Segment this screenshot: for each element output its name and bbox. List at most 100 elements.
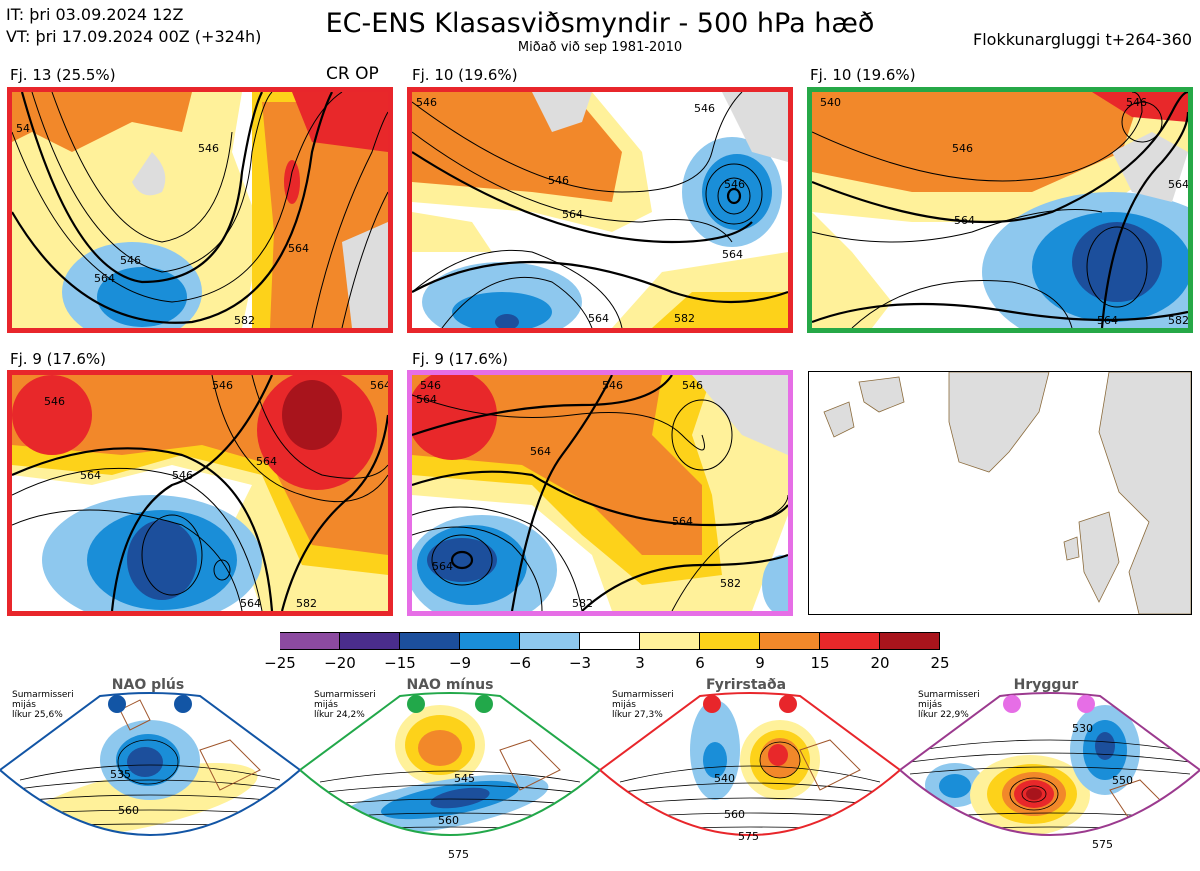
- contour-label: 546: [694, 102, 715, 115]
- anomaly-map-svg: 546 564 546 564 582 54: [12, 92, 388, 328]
- panel-label: Fj. 10 (19.6%): [810, 66, 916, 84]
- panel-label: Fj. 9 (17.6%): [10, 350, 106, 368]
- contour-label: 564: [954, 214, 975, 227]
- colorbar-tick: 25: [930, 654, 950, 672]
- contour-label: 546: [724, 178, 745, 191]
- regime-stats: Sumarmisseri mijás líkur 24,2%: [314, 690, 376, 720]
- colorbar-tick: 3: [635, 654, 645, 672]
- contour-label: 546: [120, 254, 141, 267]
- regime-map-nao-plus: 535 560: [0, 692, 300, 836]
- contour-label: 564: [562, 208, 583, 221]
- stat-line: líkur 22,9%: [918, 710, 969, 720]
- contour-label: 564: [256, 455, 277, 468]
- regime-marker-dot: [779, 695, 797, 713]
- window-label: Flokkunargluggi t+264-360: [973, 30, 1192, 49]
- regime-map-nao-minus: 545 560 575: [300, 692, 600, 861]
- contour-label: 546: [172, 469, 193, 482]
- regime-marker-dot: [1003, 695, 1021, 713]
- colorbar-cell: [640, 632, 700, 650]
- contour-label: 564: [722, 248, 743, 261]
- contour-label: 530: [1072, 722, 1093, 735]
- colorbar-tick: −20: [324, 654, 356, 672]
- contour-label: 564: [288, 242, 309, 255]
- contour-label: 560: [118, 804, 139, 817]
- contour-label: 546: [1126, 96, 1147, 109]
- contour-label: 546: [416, 96, 437, 109]
- contour-label: 535: [110, 768, 131, 781]
- contour-label: 564: [588, 312, 609, 325]
- colorbar-tick: −15: [384, 654, 416, 672]
- panel-label: Fj. 9 (17.6%): [412, 350, 508, 368]
- regime-name: NAO plús: [111, 677, 185, 693]
- contour-label: 546: [198, 142, 219, 155]
- stat-line: Sumarmisseri: [12, 690, 74, 700]
- regime-marker-dot: [1077, 695, 1095, 713]
- contour-label: 546: [682, 379, 703, 392]
- anomaly-map-svg: 546 546 564 564 564 546 582 564 582: [412, 375, 788, 611]
- contour-label: 546: [212, 379, 233, 392]
- contour-label: 564: [370, 379, 388, 392]
- base-map: [808, 371, 1192, 615]
- cluster-map-1: 546 564 546 564 582 54: [7, 87, 393, 333]
- contour-label: 582: [572, 597, 593, 610]
- contour-label: 546: [44, 395, 65, 408]
- colorbar-tick: 15: [810, 654, 830, 672]
- contour-label: 582: [1168, 314, 1188, 327]
- contour-label: 564: [416, 393, 437, 406]
- colorbar-cell: [580, 632, 640, 650]
- it-line: IT: þri 03.09.2024 12Z: [6, 5, 184, 24]
- cluster-map-3: 540 546 564 546 564 564 582: [807, 87, 1193, 333]
- colorbar-tick: −3: [568, 654, 592, 672]
- regime-stats: Sumarmisseri mijás líkur 25,6%: [12, 690, 74, 720]
- regime-marker-dot: [703, 695, 721, 713]
- contour-label: 564: [1097, 314, 1118, 327]
- contour-label: 575: [448, 848, 469, 861]
- contour-label: 540: [820, 96, 841, 109]
- colorbar-cell: [700, 632, 760, 650]
- colorbar-tick: 20: [870, 654, 890, 672]
- contour-label: 575: [1092, 838, 1113, 851]
- contour-label: 546: [602, 379, 623, 392]
- cluster-map-4: 546 546 564 564 564 546 582 564: [7, 370, 393, 616]
- colorbar-tick: −9: [448, 654, 472, 672]
- anomaly-map-svg: 546 546 564 546 564 564 582 546: [412, 92, 788, 328]
- anomaly-map-svg: 540 546 564 546 564 564 582: [812, 92, 1188, 328]
- regime-marker-dot: [407, 695, 425, 713]
- colorbar-tick: 9: [755, 654, 765, 672]
- colorbar-tick: −6: [508, 654, 532, 672]
- base-map-svg: [809, 372, 1191, 614]
- colorbar-cell: [520, 632, 580, 650]
- regime-name: Hryggur: [1013, 677, 1079, 693]
- regime-map-blocking: 540 560 575: [600, 692, 900, 843]
- contour-label: 546: [420, 379, 441, 392]
- colorbar-tick: 6: [695, 654, 705, 672]
- contour-label: 582: [234, 314, 255, 327]
- contour-label: 546: [952, 142, 973, 155]
- contour-label: 564: [240, 597, 261, 610]
- contour-label: 54: [16, 122, 30, 135]
- contour-label: 582: [720, 577, 741, 590]
- stat-line: líkur 25,6%: [12, 710, 63, 720]
- colorbar-cell: [820, 632, 880, 650]
- stat-line: Sumarmisseri: [612, 690, 674, 700]
- contour-label: 564: [672, 515, 693, 528]
- contour-label: 560: [438, 814, 459, 827]
- panel-label: Fj. 13 (25.5%): [10, 66, 116, 84]
- colorbar-cell: [340, 632, 400, 650]
- regime-stats: Sumarmisseri mijás líkur 22,9%: [918, 690, 980, 720]
- contour-label: 550: [1112, 774, 1133, 787]
- regime-name: NAO mínus: [406, 677, 494, 693]
- regime-map-ridge: 530 550 575: [900, 692, 1200, 851]
- page-subtitle: Miðað við sep 1981-2010: [517, 40, 683, 55]
- anomaly-map-svg: 546 546 564 564 564 546 582 564: [12, 375, 388, 611]
- stat-line: Sumarmisseri: [314, 690, 376, 700]
- cr-op-badge: CR OP: [326, 64, 379, 84]
- stat-line: líkur 24,2%: [314, 710, 365, 720]
- regime-marker-dot: [108, 695, 126, 713]
- cluster-map-2: 546 546 564 546 564 564 582 546: [407, 87, 793, 333]
- regime-marker-dot: [475, 695, 493, 713]
- colorbar-cell: [400, 632, 460, 650]
- colorbar-cell: [760, 632, 820, 650]
- panel-label: Fj. 10 (19.6%): [412, 66, 518, 84]
- contour-label: 540: [714, 772, 735, 785]
